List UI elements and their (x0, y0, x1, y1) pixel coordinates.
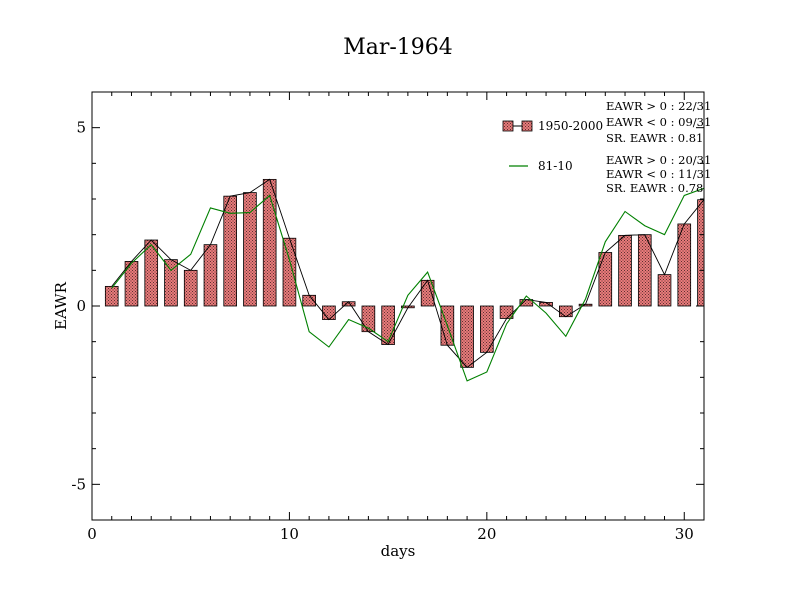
x-tick-label: 0 (87, 525, 97, 543)
y-tick-label: 5 (76, 119, 86, 137)
bar (104, 285, 119, 307)
x-axis-label: days (381, 542, 416, 560)
bar (637, 234, 652, 307)
x-tick-label: 20 (477, 525, 496, 543)
legend-label-bars: 1950-2000 (538, 119, 603, 133)
chart-title: Mar-1964 (343, 35, 453, 60)
bar (243, 192, 257, 307)
legend-swatch-bar (502, 120, 514, 132)
bar (203, 244, 218, 307)
bar (183, 269, 198, 307)
bar (282, 237, 297, 307)
bar (460, 305, 474, 368)
line-series (111, 187, 704, 382)
stats-bars-positive: EAWR > 0 : 22/31 (606, 99, 711, 113)
x-tick-label: 30 (675, 525, 694, 543)
bar-series (104, 178, 704, 368)
bar (618, 234, 632, 307)
stats-line-positive: EAWR > 0 : 20/31 (606, 153, 711, 167)
x-tick-label: 10 (280, 525, 299, 543)
y-tick-label: -5 (71, 475, 86, 493)
y-axis-label: EAWR (52, 281, 70, 330)
bar (262, 178, 277, 307)
bar-series-line (111, 178, 704, 368)
stats-line-sr: SR. EAWR : 0.78 (606, 181, 703, 195)
stats-bars-negative: EAWR < 0 : 09/31 (606, 115, 711, 129)
legend-swatch-bar (521, 120, 533, 132)
stats-bars-sr: SR. EAWR : 0.81 (606, 131, 703, 145)
legend-label-line: 81-10 (538, 159, 573, 173)
bar (559, 305, 573, 318)
y-axis: -5 0 5 (71, 91, 704, 521)
bar (598, 252, 613, 307)
y-tick-label: 0 (76, 297, 86, 315)
bar (657, 274, 672, 307)
bar (322, 305, 336, 320)
line-layer (111, 178, 704, 382)
legend: 1950-2000 81-10 EAWR > 0 : 22/31 EAWR < … (502, 99, 711, 195)
x-axis: 0 10 20 30 (87, 92, 705, 543)
stats-line-negative: EAWR < 0 : 11/31 (606, 167, 711, 181)
